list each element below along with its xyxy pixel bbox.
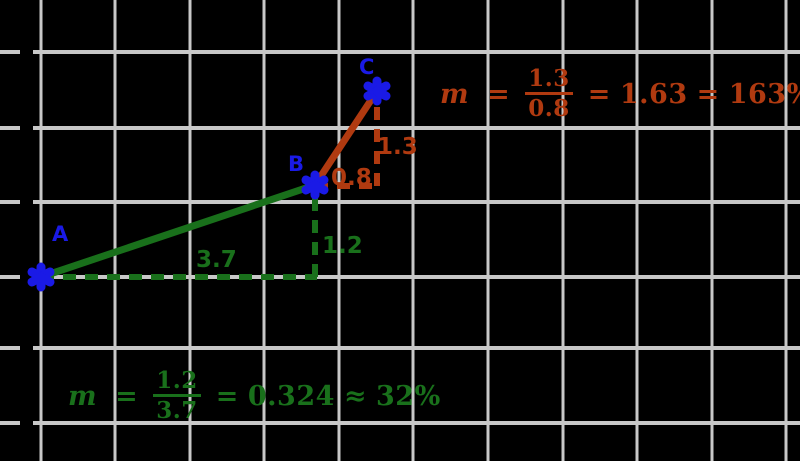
formula-orange-equals-1: =: [487, 79, 511, 110]
formula-green-variable: m: [68, 381, 98, 412]
formula-green-decimal: 0.324: [247, 381, 335, 412]
run-label-orange: 0.8: [331, 165, 372, 191]
formula-orange-percent: 163%: [728, 79, 800, 110]
run-label-green: 3.7: [196, 247, 237, 273]
point-label-a: A: [52, 222, 69, 246]
formula-orange-equals-2: =: [587, 79, 611, 110]
segment-ab-line: [39, 181, 317, 281]
segment-bc-line: [312, 89, 380, 187]
formula-green-equals-2: =: [215, 381, 239, 412]
formula-green-approx: ≈: [343, 381, 368, 412]
formula-orange-variable: m: [440, 79, 470, 110]
formula-green-fraction: 1.2 3.7: [153, 369, 201, 422]
point-marker-b[interactable]: [301, 170, 329, 200]
fraction-bar-icon: [153, 394, 201, 397]
formula-orange-decimal: 1.63: [619, 79, 688, 110]
slope-formula-orange: m = 1.3 0.8 = 1.63 = 163%: [440, 67, 800, 121]
slope-formula-green: m = 1.2 3.7 = 0.324 ≈ 32%: [68, 369, 441, 423]
point-marker-c[interactable]: [363, 76, 391, 106]
formula-green-equals-1: =: [115, 381, 139, 412]
formula-orange-denominator: 0.8: [528, 95, 570, 122]
rise-label-green: 1.2: [322, 233, 363, 259]
point-label-b: B: [288, 152, 305, 176]
formula-green-numerator: 1.2: [156, 367, 198, 394]
formula-green-denominator: 3.7: [156, 397, 198, 424]
point-label-c: C: [359, 55, 375, 79]
point-marker-a[interactable]: [27, 262, 55, 292]
formula-orange-numerator: 1.3: [528, 65, 570, 92]
formula-green-percent: 32%: [376, 381, 441, 412]
fraction-bar-icon: [525, 92, 573, 95]
formula-orange-equals-3: =: [696, 79, 720, 110]
rise-label-orange: 1.3: [377, 134, 418, 160]
green-rise-run-dashed: [41, 187, 318, 280]
formula-orange-fraction: 1.3 0.8: [525, 67, 573, 120]
